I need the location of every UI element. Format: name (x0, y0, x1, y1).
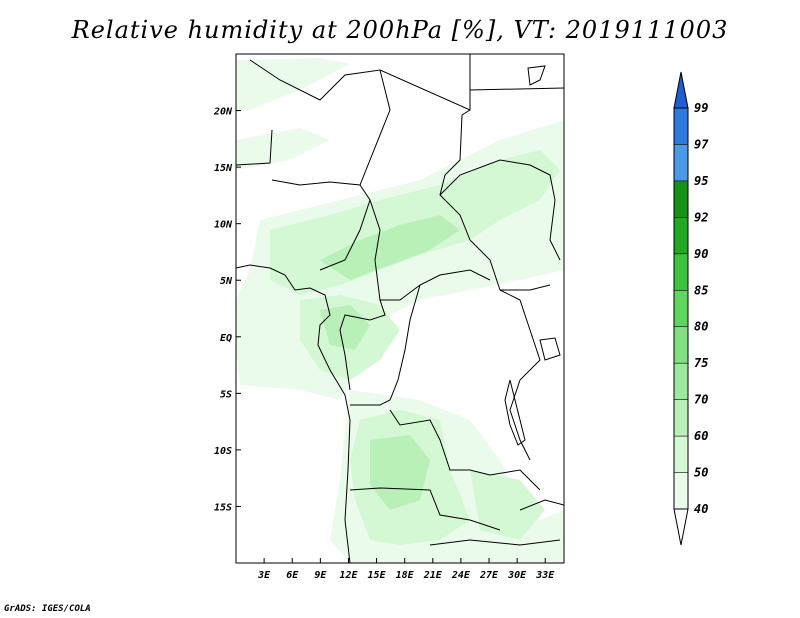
colorbar-label: 50 (694, 466, 708, 480)
colorbar-label: 95 (694, 174, 708, 188)
lon-tick-label: 15E (368, 570, 387, 581)
colorbar-segment (674, 436, 688, 473)
colorbar-under-arrow (673, 508, 689, 546)
colorbar-segment (674, 326, 688, 364)
colorbar-segment (674, 144, 688, 181)
lon-tick-label: 6E (286, 570, 299, 581)
colorbar-segment (674, 108, 688, 145)
colorbar-label: 97 (694, 137, 709, 151)
country-borders (236, 54, 564, 563)
border-line (379, 54, 471, 111)
border-line (389, 409, 541, 491)
lon-tick-label: 30E (507, 570, 527, 581)
lat-tick-label: EQ (220, 333, 232, 344)
colorbar-label: 70 (694, 393, 708, 407)
border-line (429, 539, 561, 546)
humidity-area (370, 435, 430, 510)
colorbar-label: 80 (694, 320, 708, 334)
border-line (439, 159, 561, 261)
humidity-area (470, 470, 545, 540)
grads-credit: GrADS: IGES/COLA (4, 604, 91, 614)
lon-tick-label: 12E (339, 570, 358, 581)
colorbar-segment (674, 472, 688, 509)
colorbar-segment (674, 363, 688, 400)
colorbar-segment (674, 180, 688, 218)
border-line (499, 289, 541, 461)
lon-tick-label: 24E (451, 570, 471, 581)
lake-outline (527, 65, 546, 86)
lat-tick-label: 10S (214, 446, 232, 457)
colorbar-label: 85 (694, 283, 708, 297)
humidity-area (236, 58, 350, 112)
border-line (439, 109, 551, 291)
map-frame (235, 53, 565, 564)
lon-tick-label: 27E (479, 570, 499, 581)
colorbar-segment (674, 290, 688, 327)
border-line (519, 499, 564, 511)
lat-tick-label: 15N (214, 163, 233, 174)
humidity-area (236, 128, 330, 170)
lat-tick-label: 10N (214, 220, 233, 231)
lon-tick-label: 21E (423, 570, 443, 581)
colorbar-over-arrow (673, 71, 689, 109)
border-line (350, 284, 421, 406)
colorbar-segment (674, 399, 688, 437)
lat-tick-label: 5N (220, 276, 233, 287)
lon-tick-label: 18E (396, 570, 415, 581)
lat-tick-label: 15S (214, 502, 232, 513)
humidity-area (320, 215, 460, 280)
lon-tick-label: 9E (314, 570, 327, 581)
colorbar-segment (674, 217, 688, 254)
humidity-area (320, 305, 370, 350)
lake-outline (539, 337, 561, 361)
lon-tick-label: 33E (535, 570, 555, 581)
border-line (236, 129, 273, 166)
colorbar-label: 99 (694, 101, 708, 115)
colorbar-label: 92 (694, 210, 708, 224)
map-axes: 3E 6E 9E 12E 15E 18E 21E 24E 27E 30E 33E 20N 15N 10N 5… (213, 107, 555, 581)
border-line (249, 59, 391, 186)
border-line (271, 179, 371, 271)
colorbar: 40 50 60 70 75 80 85 90 92 95 97 99 (673, 71, 709, 546)
lake-outline (504, 379, 526, 446)
colorbar-label: 40 (694, 502, 708, 516)
map-title: Relative humidity at 200hPa [%], VT: 201… (71, 16, 729, 44)
coastline (236, 264, 351, 563)
border-line (469, 87, 564, 91)
lon-tick-label: 3E (257, 570, 271, 581)
border-line (349, 487, 501, 531)
colorbar-label: 75 (694, 356, 708, 370)
border-line (369, 199, 491, 301)
colorbar-label: 90 (694, 247, 708, 261)
border-line (339, 299, 386, 391)
colorbar-label: 60 (694, 429, 708, 443)
lat-tick-label: 20N (213, 107, 233, 118)
humidity-field (236, 58, 564, 563)
colorbar-segment (674, 253, 688, 291)
lat-tick-label: 5S (220, 389, 232, 400)
